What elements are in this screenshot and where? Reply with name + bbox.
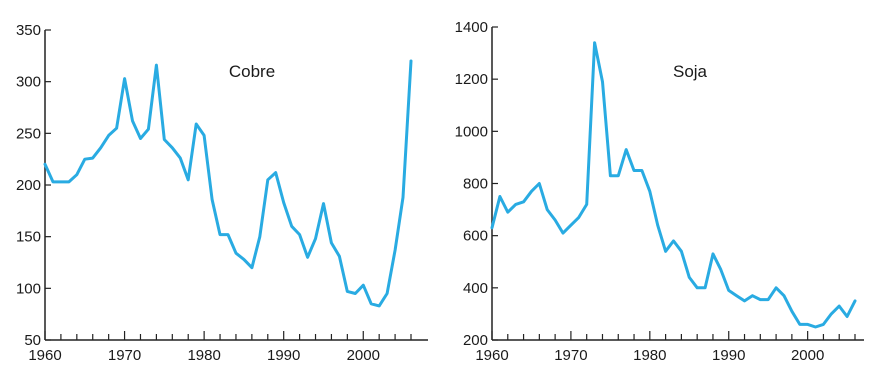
y-tick-label: 1000 [455,123,488,140]
y-tick-label: 400 [463,280,488,297]
x-tick-label: 1980 [633,347,666,364]
x-tick-label: 1980 [187,347,220,364]
y-tick-label: 100 [16,280,41,297]
y-tick-label: 1200 [455,71,488,88]
y-tick-label: 1400 [455,19,488,36]
y-tick-label: 150 [16,229,41,246]
y-tick-label: 600 [463,228,488,245]
series-line [43,59,413,308]
x-tick-label: 2000 [347,347,380,364]
chart-title: Soja [673,62,708,81]
x-tick-label: 2000 [791,347,824,364]
y-tick-label: 200 [463,332,488,349]
y-tick-label: 200 [16,177,41,194]
y-tick-label: 250 [16,125,41,142]
x-tick-label: 1970 [554,347,587,364]
soja-chart: Soja 200 400 600 800 1000 1200 1400 1960 1970 198… [455,19,864,364]
x-tick-label: 1990 [712,347,745,364]
y-tick-label: 800 [463,176,488,193]
x-tick-label: 1970 [108,347,141,364]
series-line [490,41,857,329]
chart-title: Cobre [229,62,275,81]
cobre-chart: Cobre 50 100 150 200 250 300 350 1960 1970 1980 19… [16,22,428,364]
x-tick-label: 1990 [267,347,300,364]
y-tick-label: 300 [16,74,41,91]
x-tick-label: 1960 [28,347,61,364]
y-tick-label: 350 [16,22,41,39]
y-tick-label: 50 [24,332,41,349]
x-tick-label: 1960 [475,347,508,364]
